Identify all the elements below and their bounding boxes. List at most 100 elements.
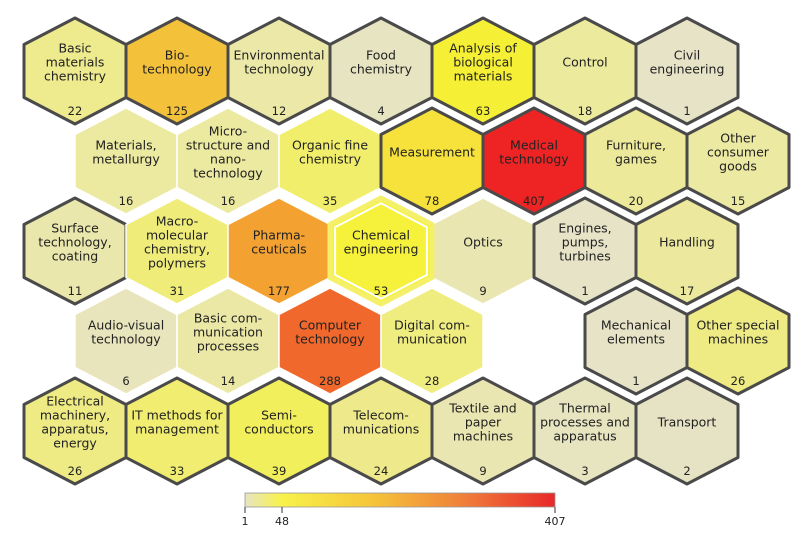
hex-label-line: Transport	[657, 415, 717, 430]
hex-label-line: nano-	[210, 152, 246, 167]
hex-label-line: structure and	[186, 138, 270, 153]
hex-count: 39	[272, 464, 287, 478]
hex-label-line: processes and	[540, 415, 630, 430]
hex-label-line: engineering	[344, 242, 419, 257]
hex-handling[interactable]: Handling 17	[634, 196, 740, 306]
hex-semiconductors[interactable]: Semi-conductors 39	[226, 376, 332, 486]
hex-count: 11	[68, 284, 83, 298]
hex-biotechnology[interactable]: Bio-technology 125	[124, 16, 230, 126]
hex-shape	[327, 195, 435, 307]
hex-label-line: Furniture,	[606, 138, 666, 153]
hex-measurement[interactable]: Measurement 78	[379, 106, 485, 216]
scale-label-min: 1	[242, 515, 249, 528]
hex-shape	[685, 286, 791, 396]
hex-pharmaceuticals[interactable]: Pharma-ceuticals 177	[227, 197, 331, 305]
scale-label-max: 407	[545, 515, 566, 528]
hex-label-line: Textile and	[448, 401, 516, 416]
hex-label-line: machines	[453, 429, 513, 444]
hex-label-line: Computer	[299, 318, 362, 333]
hex-label-line: Micro-	[209, 124, 247, 139]
hex-shape	[634, 196, 740, 306]
hex-label-line: elements	[607, 332, 665, 347]
hex-telecommunications[interactable]: Telecom-munications 24	[328, 376, 434, 486]
hex-label-line: goods	[719, 159, 757, 174]
hex-transport[interactable]: Transport 2	[634, 376, 740, 486]
hex-label-line: Control	[562, 55, 607, 70]
hex-furniture-games[interactable]: Furniture,games 20	[583, 106, 689, 216]
hex-label-line: chemistry	[44, 69, 107, 84]
hex-label-line: Food	[366, 48, 396, 63]
hex-label-line: technology,	[38, 235, 111, 250]
hex-label-line: coating	[52, 249, 98, 264]
hex-shape	[685, 106, 791, 216]
hex-label-line: Chemical	[352, 228, 410, 243]
hex-count: 14	[221, 374, 236, 388]
hex-digital-communication[interactable]: Digital com-munication 28	[380, 287, 484, 395]
hex-label-line: conductors	[244, 422, 313, 437]
hex-count: 16	[221, 194, 236, 208]
hex-label-line: Thermal	[558, 401, 610, 416]
hex-label-line: pumps,	[562, 235, 608, 250]
hex-count: 2	[683, 464, 690, 478]
hex-label-line: technology	[142, 62, 212, 77]
hex-control[interactable]: Control 18	[532, 16, 638, 126]
hex-optics[interactable]: Optics 9	[431, 197, 535, 305]
hex-label-line: munication	[193, 325, 263, 340]
hex-label-line: Pharma-	[253, 228, 305, 243]
hex-count: 28	[425, 374, 440, 388]
hex-count: 35	[323, 194, 338, 208]
hex-count: 9	[479, 284, 486, 298]
hex-count: 1	[581, 284, 588, 298]
hex-materials-metallurgy[interactable]: Materials,metallurgy 16	[74, 107, 178, 215]
hex-label-line: technology	[244, 62, 314, 77]
hex-label-line: Medical	[510, 138, 558, 153]
hex-count: 9	[479, 464, 486, 478]
hex-count: 288	[319, 374, 341, 388]
hex-engines-pumps-turbines[interactable]: Engines,pumps,turbines 1	[532, 196, 638, 306]
hex-count: 1	[683, 104, 690, 118]
hex-count: 177	[268, 284, 290, 298]
hex-count: 16	[119, 194, 134, 208]
hex-label-line: technology	[91, 332, 161, 347]
hex-count: 20	[629, 194, 644, 208]
hex-count: 33	[170, 464, 185, 478]
hex-label-line: turbines	[559, 249, 611, 264]
hex-label-line: Handling	[659, 235, 715, 250]
hex-label-line: IT methods for	[131, 408, 223, 423]
hex-label-line: polymers	[148, 256, 206, 271]
hex-label-line: Measurement	[389, 145, 475, 160]
hex-label-line: chemistry	[299, 152, 362, 167]
hex-label-line: chemistry	[350, 62, 413, 77]
hex-label-line: Semi-	[261, 408, 297, 423]
hex-label-line: Optics	[463, 235, 503, 250]
hex-label-line: machines	[708, 332, 768, 347]
hex-shape	[380, 287, 484, 395]
scale-label-mid: 48	[275, 515, 289, 528]
hex-label-line: metallurgy	[92, 152, 160, 167]
hex-label-line: munications	[343, 422, 419, 437]
hex-label-line: Engines,	[558, 221, 611, 236]
hex-count: 53	[374, 284, 389, 298]
hex-label-line: molecular	[146, 228, 209, 243]
